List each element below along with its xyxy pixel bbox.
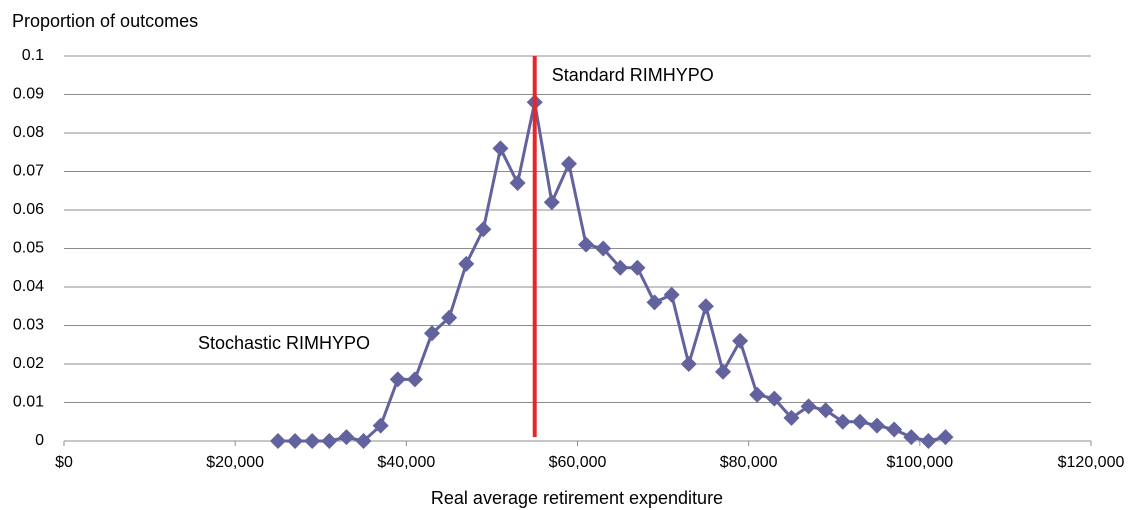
y-tick-label: 0.08 <box>13 124 44 141</box>
marker <box>475 221 492 238</box>
marker <box>287 433 304 449</box>
marker <box>783 409 800 426</box>
marker <box>389 371 406 388</box>
y-tick-label: 0 <box>35 432 44 449</box>
marker <box>441 309 458 326</box>
y-tick-label: 0.03 <box>13 317 44 334</box>
y-tick-label: 0.07 <box>13 163 44 180</box>
reference-label: Standard RIMHYPO <box>552 65 714 85</box>
marker <box>646 294 663 311</box>
y-axis-label: Proportion of outcomes <box>12 11 198 31</box>
marker <box>680 356 697 372</box>
marker <box>920 433 937 449</box>
marker <box>321 433 338 449</box>
marker <box>560 155 577 172</box>
marker <box>458 255 475 272</box>
x-tick-label: $60,000 <box>549 454 607 471</box>
x-tick-label: $80,000 <box>720 454 778 471</box>
y-tick-label: 0.05 <box>13 240 44 257</box>
marker <box>595 240 612 257</box>
marker <box>424 325 441 342</box>
marker <box>269 433 286 449</box>
marker <box>749 386 766 403</box>
marker <box>578 236 595 253</box>
marker <box>372 417 389 434</box>
x-tick-label: $0 <box>55 454 73 471</box>
marker <box>886 421 903 438</box>
marker <box>851 413 868 430</box>
marker <box>355 433 372 449</box>
marker <box>817 402 834 419</box>
marker <box>903 429 920 446</box>
marker <box>406 371 423 388</box>
marker <box>509 175 526 192</box>
marker <box>732 332 749 349</box>
y-tick-label: 0.04 <box>13 278 44 295</box>
marker <box>304 433 321 449</box>
x-tick-label: $120,000 <box>1058 454 1125 471</box>
marker <box>663 286 680 303</box>
marker <box>492 140 509 157</box>
marker <box>697 298 714 315</box>
x-tick-label: $100,000 <box>886 454 953 471</box>
marker <box>612 259 629 276</box>
marker <box>834 413 851 430</box>
y-tick-label: 0.02 <box>13 355 44 372</box>
x-tick-label: $20,000 <box>206 454 264 471</box>
marker <box>714 363 731 380</box>
x-axis-label: Real average retirement expenditure <box>431 488 723 508</box>
marker <box>629 259 646 276</box>
y-tick-label: 0.01 <box>13 394 44 411</box>
y-tick-label: 0.1 <box>22 47 44 64</box>
y-tick-label: 0.06 <box>13 201 44 218</box>
marker <box>766 390 783 407</box>
marker <box>543 194 560 211</box>
marker <box>338 429 355 446</box>
marker <box>937 429 954 446</box>
series-label: Stochastic RIMHYPO <box>198 333 370 353</box>
marker <box>869 417 886 434</box>
series-line <box>277 101 946 443</box>
y-tick-label: 0.09 <box>13 86 44 103</box>
marker <box>800 398 817 415</box>
x-tick-label: $40,000 <box>377 454 435 471</box>
